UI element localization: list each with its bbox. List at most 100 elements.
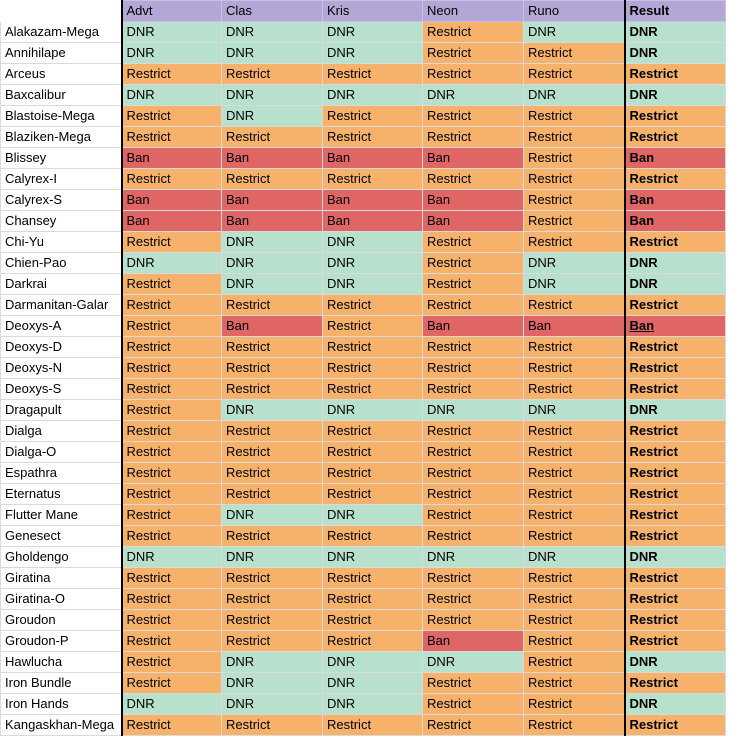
result-cell[interactable]: Restrict xyxy=(623,588,726,610)
advt-cell[interactable]: Restrict xyxy=(121,399,222,421)
result-cell[interactable]: Restrict xyxy=(623,504,726,526)
advt-cell[interactable]: Restrict xyxy=(121,672,222,694)
result-cell[interactable]: Ban xyxy=(623,147,726,169)
neon-cell[interactable]: Restrict xyxy=(422,378,524,400)
result-cell[interactable]: DNR xyxy=(623,42,726,64)
row-name-cell[interactable]: Giratina xyxy=(0,567,123,589)
runo-cell[interactable]: DNR xyxy=(523,399,625,421)
kris-cell[interactable]: Restrict xyxy=(322,63,423,85)
result-cell[interactable]: DNR xyxy=(623,651,726,673)
runo-cell[interactable]: Restrict xyxy=(523,588,625,610)
clas-cell[interactable]: DNR xyxy=(221,672,323,694)
advt-cell[interactable]: Restrict xyxy=(121,63,222,85)
result-cell[interactable]: Restrict xyxy=(623,609,726,631)
neon-cell[interactable]: DNR xyxy=(422,84,524,106)
advt-cell[interactable]: DNR xyxy=(121,21,222,43)
result-cell[interactable]: Restrict xyxy=(623,672,726,694)
header-kris[interactable]: Kris xyxy=(322,0,423,22)
clas-cell[interactable]: Restrict xyxy=(221,462,323,484)
kris-cell[interactable]: DNR xyxy=(322,399,423,421)
kris-cell[interactable]: Restrict xyxy=(322,462,423,484)
row-name-cell[interactable]: Calyrex-S xyxy=(0,189,123,211)
kris-cell[interactable]: Restrict xyxy=(322,357,423,379)
result-cell[interactable]: DNR xyxy=(623,273,726,295)
runo-cell[interactable]: Restrict xyxy=(523,189,625,211)
header-result[interactable]: Result xyxy=(623,0,726,22)
row-name-cell[interactable]: Dragapult xyxy=(0,399,123,421)
advt-cell[interactable]: Restrict xyxy=(121,168,222,190)
row-name-cell[interactable]: Blaziken-Mega xyxy=(0,126,123,148)
advt-cell[interactable]: Ban xyxy=(121,210,222,232)
runo-cell[interactable]: Restrict xyxy=(523,672,625,694)
result-cell[interactable]: Ban xyxy=(623,189,726,211)
runo-cell[interactable]: Restrict xyxy=(523,693,625,715)
clas-cell[interactable]: DNR xyxy=(221,105,323,127)
advt-cell[interactable]: Restrict xyxy=(121,441,222,463)
result-cell[interactable]: Restrict xyxy=(623,441,726,463)
runo-cell[interactable]: Restrict xyxy=(523,714,625,736)
advt-cell[interactable]: Restrict xyxy=(121,483,222,505)
clas-cell[interactable]: DNR xyxy=(221,504,323,526)
kris-cell[interactable]: DNR xyxy=(322,693,423,715)
result-cell[interactable]: Restrict xyxy=(623,378,726,400)
advt-cell[interactable]: Restrict xyxy=(121,609,222,631)
runo-cell[interactable]: Restrict xyxy=(523,231,625,253)
neon-cell[interactable]: Restrict xyxy=(422,420,524,442)
result-cell[interactable]: DNR xyxy=(623,399,726,421)
clas-cell[interactable]: Restrict xyxy=(221,609,323,631)
neon-cell[interactable]: Restrict xyxy=(422,273,524,295)
advt-cell[interactable]: Restrict xyxy=(121,630,222,652)
advt-cell[interactable]: Restrict xyxy=(121,336,222,358)
neon-cell[interactable]: DNR xyxy=(422,546,524,568)
clas-cell[interactable]: DNR xyxy=(221,546,323,568)
kris-cell[interactable]: DNR xyxy=(322,42,423,64)
kris-cell[interactable]: Ban xyxy=(322,210,423,232)
kris-cell[interactable]: DNR xyxy=(322,21,423,43)
neon-cell[interactable]: Restrict xyxy=(422,525,524,547)
runo-cell[interactable]: Restrict xyxy=(523,525,625,547)
kris-cell[interactable]: Restrict xyxy=(322,420,423,442)
runo-cell[interactable]: Restrict xyxy=(523,609,625,631)
kris-cell[interactable]: Restrict xyxy=(322,483,423,505)
clas-cell[interactable]: Restrict xyxy=(221,441,323,463)
neon-cell[interactable]: Ban xyxy=(422,210,524,232)
kris-cell[interactable]: Restrict xyxy=(322,294,423,316)
advt-cell[interactable]: Restrict xyxy=(121,651,222,673)
advt-cell[interactable]: Restrict xyxy=(121,504,222,526)
kris-cell[interactable]: Restrict xyxy=(322,588,423,610)
clas-cell[interactable]: Ban xyxy=(221,315,323,337)
advt-cell[interactable]: Restrict xyxy=(121,420,222,442)
clas-cell[interactable]: DNR xyxy=(221,42,323,64)
row-name-cell[interactable]: Deoxys-S xyxy=(0,378,123,400)
runo-cell[interactable]: Restrict xyxy=(523,420,625,442)
result-cell[interactable]: Restrict xyxy=(623,231,726,253)
row-name-cell[interactable]: Baxcalibur xyxy=(0,84,123,106)
neon-cell[interactable]: Restrict xyxy=(422,504,524,526)
runo-cell[interactable]: DNR xyxy=(523,273,625,295)
header-clas[interactable]: Clas xyxy=(221,0,323,22)
advt-cell[interactable]: DNR xyxy=(121,693,222,715)
row-name-cell[interactable]: Annihilape xyxy=(0,42,123,64)
runo-cell[interactable]: DNR xyxy=(523,21,625,43)
neon-cell[interactable]: Restrict xyxy=(422,588,524,610)
row-name-cell[interactable]: Chien-Pao xyxy=(0,252,123,274)
result-cell[interactable]: DNR xyxy=(623,546,726,568)
runo-cell[interactable]: Restrict xyxy=(523,63,625,85)
runo-cell[interactable]: Restrict xyxy=(523,210,625,232)
advt-cell[interactable]: Restrict xyxy=(121,126,222,148)
neon-cell[interactable]: Restrict xyxy=(422,462,524,484)
header-runo[interactable]: Runo xyxy=(523,0,625,22)
neon-cell[interactable]: Restrict xyxy=(422,126,524,148)
kris-cell[interactable]: DNR xyxy=(322,252,423,274)
row-name-cell[interactable]: Giratina-O xyxy=(0,588,123,610)
result-cell[interactable]: Restrict xyxy=(623,567,726,589)
runo-cell[interactable]: Restrict xyxy=(523,105,625,127)
result-cell[interactable]: DNR xyxy=(623,84,726,106)
result-cell[interactable]: DNR xyxy=(623,693,726,715)
neon-cell[interactable]: Restrict xyxy=(422,294,524,316)
clas-cell[interactable]: Restrict xyxy=(221,525,323,547)
neon-cell[interactable]: Restrict xyxy=(422,672,524,694)
kris-cell[interactable]: DNR xyxy=(322,273,423,295)
advt-cell[interactable]: Restrict xyxy=(121,273,222,295)
